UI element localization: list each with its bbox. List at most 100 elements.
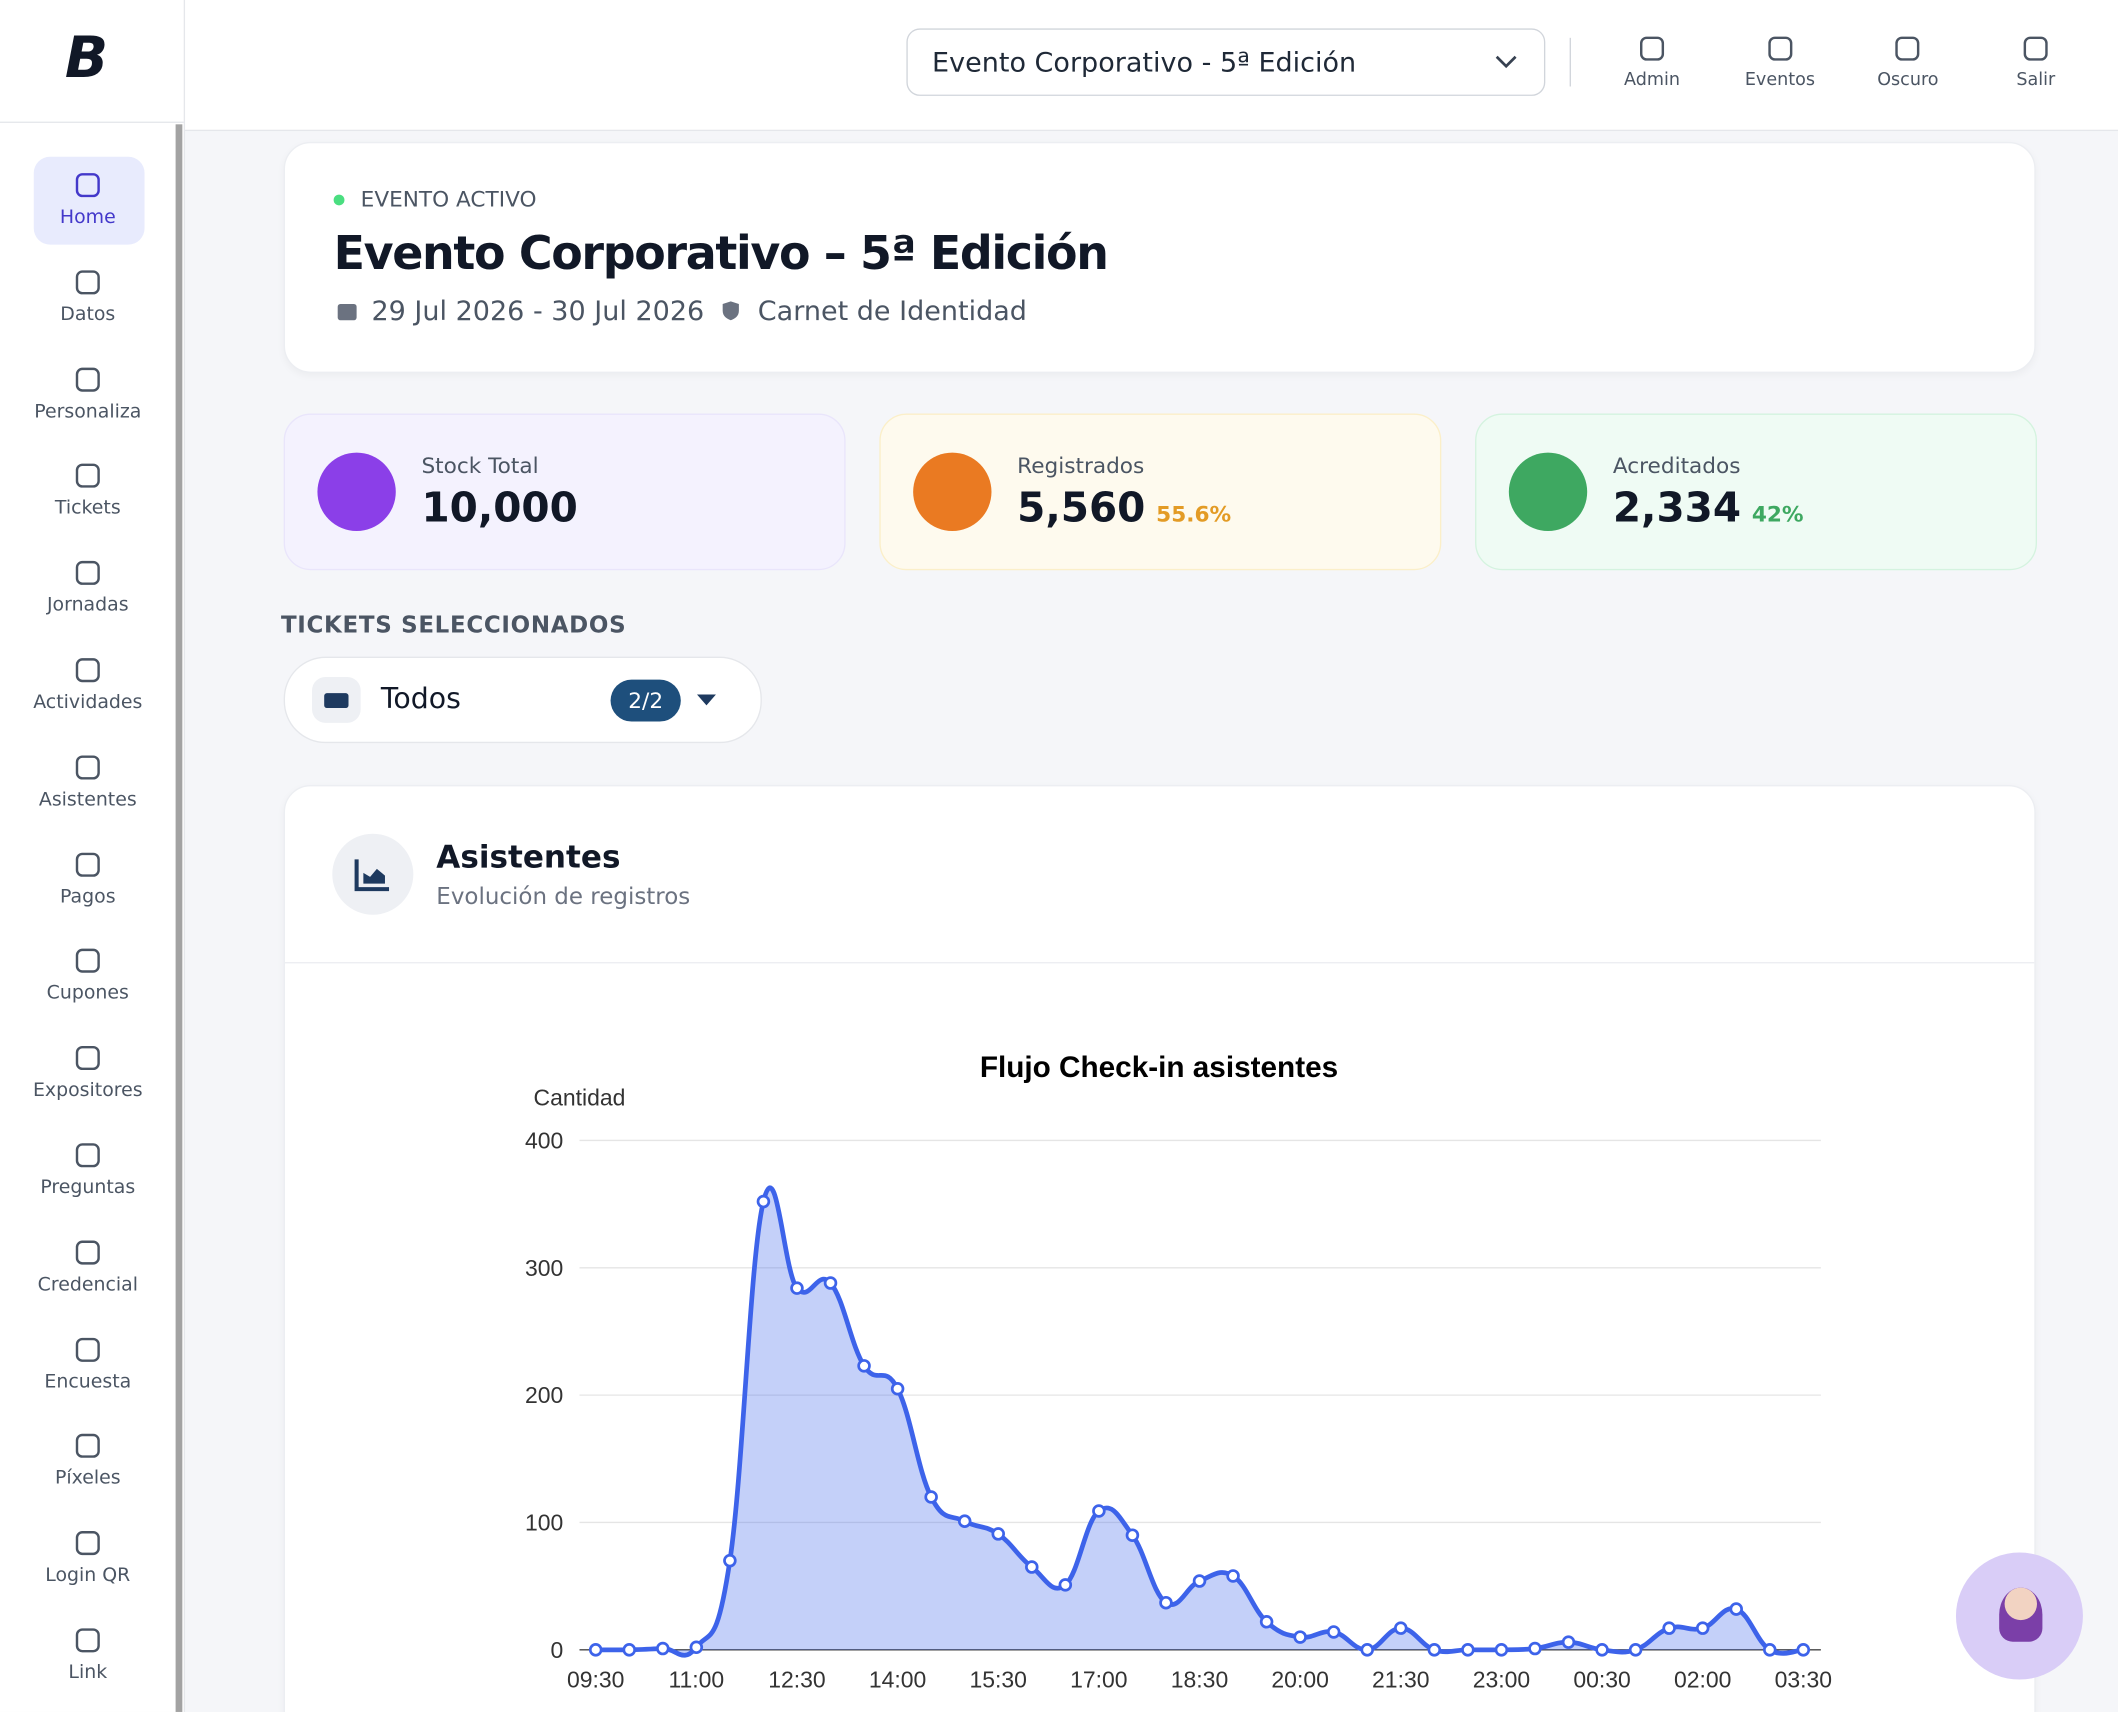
stat-card: Acreditados 2,334 42% xyxy=(1475,413,2038,571)
stat-percent: 42% xyxy=(1751,501,1804,527)
stat-label: Acreditados xyxy=(1612,452,1741,479)
header-action[interactable]: Salir xyxy=(1982,32,2090,91)
help-button[interactable] xyxy=(1955,1552,2083,1680)
point xyxy=(1595,1643,1609,1657)
sidebar-label: Tickets xyxy=(54,497,121,520)
header-action[interactable]: Admin xyxy=(1598,32,1706,91)
point xyxy=(723,1553,737,1568)
x-tick-label: 14:00 xyxy=(869,1667,926,1693)
sidebar-item[interactable]: Datos xyxy=(0,266,176,325)
x-tick-label: 03:30 xyxy=(1775,1667,1832,1693)
active-item-bg xyxy=(33,156,145,245)
event-dates: 29 Jul 2026 - 30 Jul 2026 xyxy=(371,294,705,327)
x-tick-label: 12:30 xyxy=(768,1667,825,1693)
event-select-text: Evento Corporativo - 5ª Edición xyxy=(932,45,1357,79)
x-tick-label: 18:30 xyxy=(1171,1667,1228,1693)
point xyxy=(1662,1621,1676,1635)
action-label: Oscuro xyxy=(1877,70,1939,91)
sidebar-label: Link xyxy=(68,1661,108,1684)
point xyxy=(790,1281,804,1295)
sidebar-label: Actividades xyxy=(33,691,143,714)
sidebar-item[interactable]: Actividades xyxy=(0,654,176,713)
point xyxy=(588,1643,603,1657)
stat-percent: 55.6% xyxy=(1156,501,1232,527)
event-card: EVENTO ACTIVO Evento Corporativo – 5ª Ed… xyxy=(283,141,2036,373)
brand: B xyxy=(64,24,109,91)
header-action[interactable]: Oscuro xyxy=(1854,32,1962,91)
sidebar-item[interactable]: Asistentes xyxy=(0,751,176,810)
point xyxy=(656,1641,670,1656)
sidebar-label: Datos xyxy=(60,303,116,326)
sidebar: B Home Datos Personaliza Tickets Jornadas Act… xyxy=(0,0,186,1712)
y-tick-label: 400 xyxy=(525,1128,563,1154)
chart-card: Asistentes Evolución de registros xyxy=(283,785,2036,1712)
caret xyxy=(697,694,716,706)
sidebar-label: Home xyxy=(59,206,116,229)
x-tick-label: 00:30 xyxy=(1573,1667,1630,1693)
sidebar-item[interactable]: Link xyxy=(0,1624,176,1684)
stat-card: Stock Total 10,000 xyxy=(283,413,846,571)
stat-label: Registrados xyxy=(1017,452,1145,479)
sidebar-item[interactable]: Jornadas xyxy=(0,557,176,616)
point xyxy=(957,1514,972,1528)
point xyxy=(622,1643,637,1657)
chart-title: Flujo Check-in asistentes xyxy=(980,1051,1338,1084)
point xyxy=(1259,1615,1274,1629)
x-tick-label: 21:30 xyxy=(1372,1667,1429,1693)
shield-icon xyxy=(722,301,739,321)
stat-value: 5,560 55.6% xyxy=(1017,485,1231,532)
y-tick-label: 200 xyxy=(525,1382,563,1408)
sidebar-label: Encuesta xyxy=(44,1370,132,1393)
event-select[interactable]: Evento Corporativo - 5ª Edición xyxy=(906,28,1546,96)
point xyxy=(1293,1630,1307,1644)
point xyxy=(1159,1595,1173,1610)
point xyxy=(756,1194,771,1209)
sidebar-item[interactable]: Expositores xyxy=(0,1042,176,1101)
ticket-select[interactable]: Todos 2/2 xyxy=(283,656,762,744)
sidebar-item[interactable]: Cupones xyxy=(0,945,176,1004)
sidebar-item[interactable]: Login QR xyxy=(0,1527,176,1587)
stat-card: Registrados 5,560 55.6% xyxy=(879,413,1442,571)
header-action[interactable]: Eventos xyxy=(1726,32,1834,91)
sidebar-item[interactable]: Píxeles xyxy=(0,1430,176,1490)
point xyxy=(1326,1625,1341,1639)
sidebar-label: Expositores xyxy=(32,1079,143,1102)
point xyxy=(1125,1528,1140,1542)
point xyxy=(1058,1578,1073,1592)
ticket-count: 2/2 xyxy=(610,679,681,722)
stat-label: Stock Total xyxy=(421,452,539,479)
top-bar: Evento Corporativo - 5ª Edición Admin Eve… xyxy=(185,0,2118,132)
sidebar-item[interactable]: Encuesta xyxy=(0,1333,176,1393)
event-title: Evento Corporativo – 5ª Edición xyxy=(333,227,1109,282)
chevron xyxy=(1495,55,1517,69)
x-tick-label: 23:00 xyxy=(1473,1667,1530,1693)
point xyxy=(1628,1643,1643,1657)
tickets-heading: TICKETS SELECCIONADOS xyxy=(280,612,627,640)
sidebar-item[interactable]: Credencial xyxy=(0,1236,176,1296)
x-tick-label: 02:00 xyxy=(1674,1667,1731,1693)
sidebar-item[interactable]: Pagos xyxy=(0,848,176,907)
sidebar-item[interactable]: Preguntas xyxy=(0,1139,176,1199)
point xyxy=(1796,1643,1811,1657)
x-tick-label: 17:00 xyxy=(1070,1667,1127,1693)
point xyxy=(1192,1574,1207,1588)
point xyxy=(924,1490,938,1504)
y-axis-label: Cantidad xyxy=(534,1084,626,1110)
sidebar-item[interactable]: Home xyxy=(0,169,176,228)
action-label: Eventos xyxy=(1744,70,1816,91)
y-tick-label: 100 xyxy=(525,1510,563,1536)
sidebar-item[interactable]: Tickets xyxy=(0,460,176,519)
sidebar-label: Asistentes xyxy=(38,788,137,811)
x-tick-label: 11:00 xyxy=(668,1667,724,1693)
action-label: Admin xyxy=(1624,70,1681,91)
point xyxy=(890,1381,905,1396)
sidebar-item[interactable]: Personaliza xyxy=(0,363,176,422)
point xyxy=(823,1276,838,1290)
point xyxy=(1729,1602,1743,1616)
point xyxy=(689,1640,704,1655)
stat-number: 2,334 xyxy=(1612,485,1742,533)
x-tick-label: 09:30 xyxy=(567,1667,624,1693)
action-label: Salir xyxy=(2016,70,2056,91)
